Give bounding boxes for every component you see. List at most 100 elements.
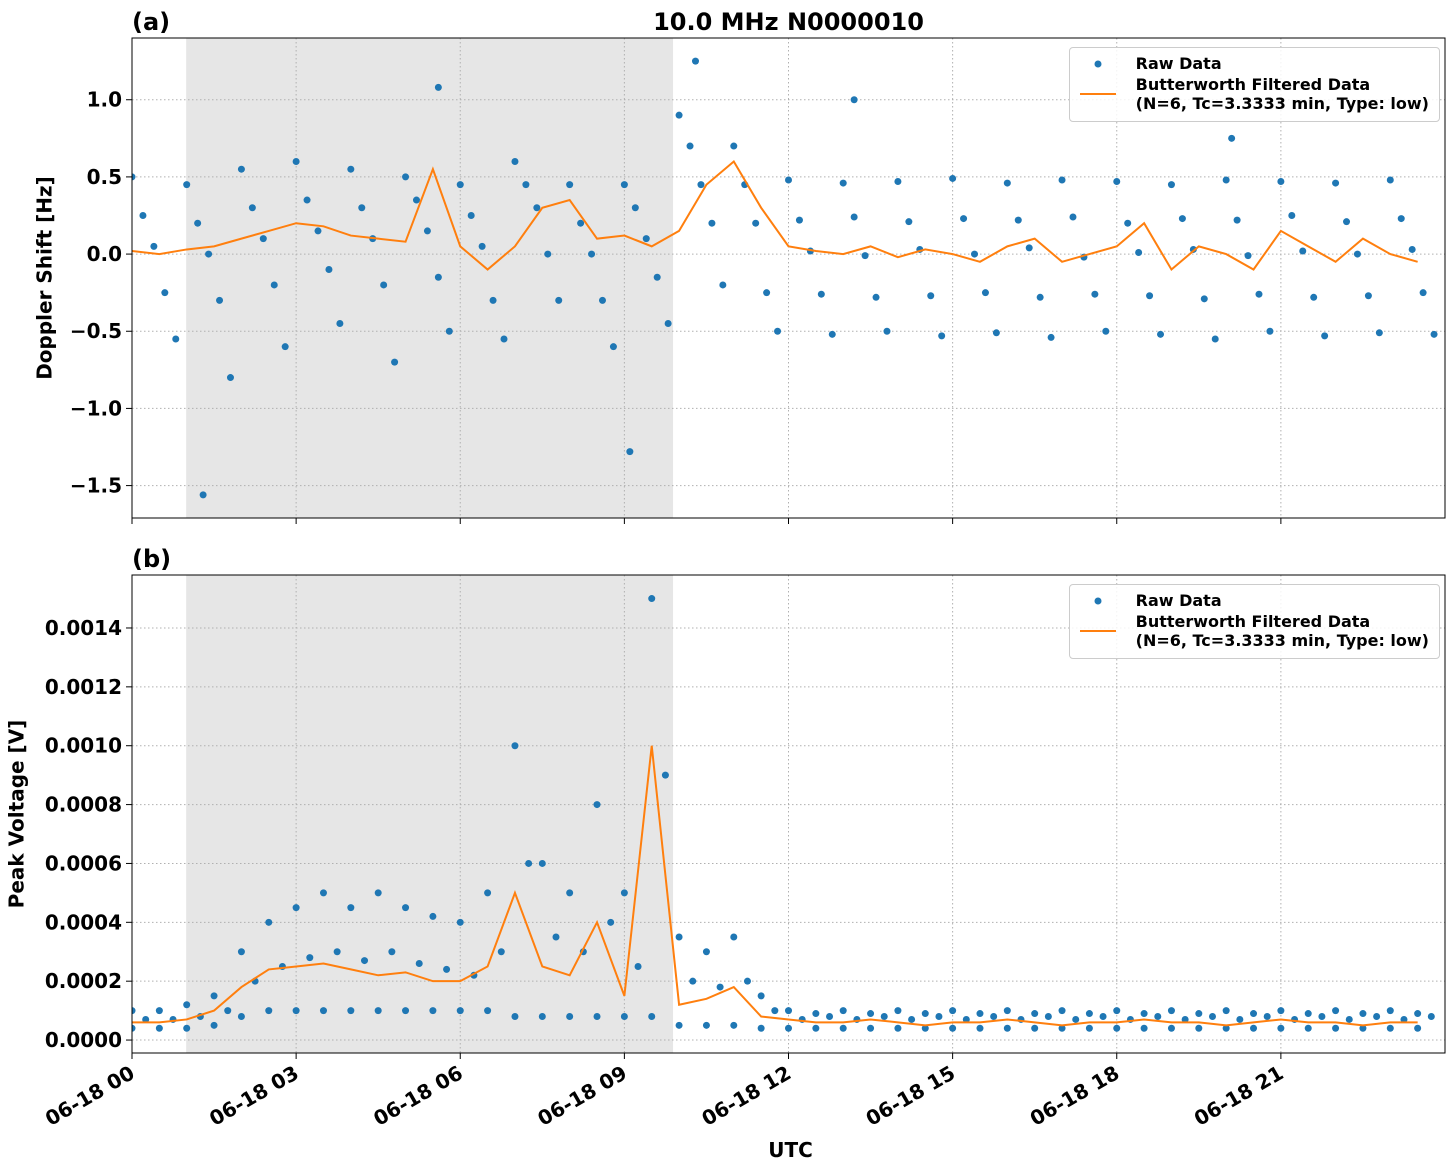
raw-point bbox=[1266, 327, 1274, 335]
raw-point bbox=[607, 918, 615, 926]
raw-point bbox=[981, 289, 989, 297]
raw-point bbox=[609, 343, 617, 351]
raw-point bbox=[325, 266, 333, 274]
y-tick-label: 0.0002 bbox=[45, 969, 122, 993]
raw-point bbox=[817, 290, 825, 298]
shaded-span bbox=[186, 38, 674, 518]
filtered-line bbox=[132, 159, 1418, 272]
x-tick-label: 06-18 03 bbox=[205, 1061, 303, 1131]
x-axis-label: UTC bbox=[768, 1138, 813, 1162]
raw-point bbox=[757, 1024, 765, 1032]
raw-point bbox=[1154, 1013, 1162, 1021]
raw-point bbox=[867, 1024, 875, 1032]
raw-point bbox=[634, 962, 642, 970]
raw-point bbox=[962, 1015, 970, 1023]
raw-point bbox=[1178, 215, 1186, 223]
raw-point bbox=[194, 219, 202, 227]
legend-key bbox=[1078, 591, 1118, 610]
legend-dot bbox=[1094, 60, 1102, 68]
raw-point bbox=[237, 1013, 245, 1021]
raw-point bbox=[522, 181, 530, 189]
legend-key bbox=[1078, 75, 1118, 95]
raw-point bbox=[237, 948, 245, 956]
raw-point bbox=[434, 273, 442, 281]
raw-point bbox=[183, 1001, 191, 1009]
shaded-span bbox=[186, 575, 674, 1053]
raw-point bbox=[1031, 1024, 1039, 1032]
raw-point bbox=[1222, 176, 1230, 184]
raw-point bbox=[812, 1024, 820, 1032]
raw-point bbox=[1222, 1007, 1230, 1015]
raw-point bbox=[292, 157, 300, 165]
y-tick-label: 0.0006 bbox=[45, 851, 122, 875]
raw-point bbox=[1244, 252, 1252, 260]
raw-point bbox=[1222, 1024, 1230, 1032]
raw-point bbox=[1003, 179, 1011, 187]
raw-point bbox=[391, 358, 399, 366]
raw-point bbox=[1058, 1007, 1066, 1015]
raw-point bbox=[1014, 216, 1022, 224]
legend-text: Raw Data bbox=[1135, 54, 1222, 73]
raw-point bbox=[1400, 1015, 1408, 1023]
raw-point bbox=[1250, 1010, 1258, 1018]
raw-point bbox=[795, 216, 803, 224]
raw-point bbox=[675, 111, 683, 119]
legend-key bbox=[1078, 54, 1118, 73]
raw-point bbox=[785, 1007, 792, 1015]
raw-point bbox=[333, 948, 341, 956]
raw-point bbox=[1113, 1007, 1121, 1015]
raw-point bbox=[319, 889, 327, 897]
raw-point bbox=[872, 293, 880, 301]
raw-point bbox=[976, 1024, 984, 1032]
raw-point bbox=[139, 211, 147, 219]
raw-point bbox=[358, 204, 366, 212]
raw-point bbox=[1140, 1010, 1148, 1018]
raw-point bbox=[785, 176, 792, 184]
filtered-line bbox=[132, 745, 1418, 1027]
y-tick-label: 0.0004 bbox=[45, 910, 122, 934]
raw-point bbox=[1277, 1007, 1285, 1015]
raw-point bbox=[132, 1007, 136, 1015]
raw-point bbox=[1397, 215, 1405, 223]
raw-point bbox=[336, 320, 344, 328]
raw-point bbox=[1414, 1024, 1422, 1032]
panel-label: (a) bbox=[132, 8, 170, 36]
y-tick-label: −1.5 bbox=[70, 474, 122, 498]
chart-title: 10.0 MHz N0000010 bbox=[653, 8, 924, 36]
raw-point bbox=[456, 918, 464, 926]
raw-point bbox=[626, 448, 634, 456]
raw-point bbox=[1277, 178, 1285, 186]
raw-point bbox=[281, 343, 289, 351]
raw-point bbox=[1044, 1013, 1052, 1021]
raw-point bbox=[1211, 335, 1219, 343]
raw-point bbox=[1359, 1024, 1367, 1032]
raw-point bbox=[1195, 1010, 1203, 1018]
raw-point bbox=[538, 1013, 546, 1021]
raw-point bbox=[456, 1007, 464, 1015]
raw-point bbox=[976, 1010, 984, 1018]
raw-point bbox=[224, 1007, 232, 1015]
raw-point bbox=[861, 252, 869, 260]
legend-swatch bbox=[1079, 630, 1116, 632]
y-axis-label: Doppler Shift [Hz] bbox=[33, 176, 57, 380]
raw-point bbox=[1304, 1024, 1312, 1032]
raw-point bbox=[620, 1013, 628, 1021]
raw-point bbox=[1025, 244, 1033, 252]
raw-point bbox=[303, 196, 311, 204]
raw-point bbox=[1277, 1024, 1285, 1032]
raw-point bbox=[347, 165, 355, 173]
raw-point bbox=[150, 242, 158, 250]
panel-label: (b) bbox=[132, 545, 171, 573]
raw-point bbox=[691, 57, 699, 65]
raw-point bbox=[1353, 250, 1361, 258]
raw-point bbox=[1167, 1024, 1175, 1032]
raw-point bbox=[210, 992, 218, 1000]
legend-entry: Butterworth Filtered Data (N=6, Tc=3.333… bbox=[1078, 75, 1429, 113]
raw-point bbox=[552, 933, 560, 941]
y-tick-label: 0.0000 bbox=[45, 1028, 122, 1052]
raw-point bbox=[511, 157, 519, 165]
raw-point bbox=[990, 1013, 998, 1021]
raw-point bbox=[423, 227, 431, 235]
raw-point bbox=[237, 165, 245, 173]
